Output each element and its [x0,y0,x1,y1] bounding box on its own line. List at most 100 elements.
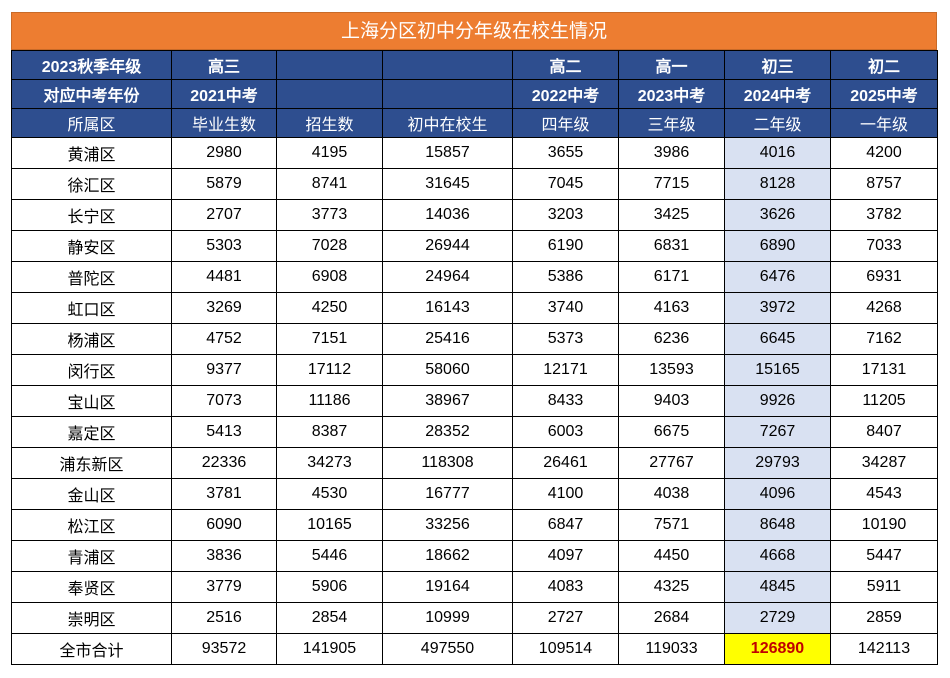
header-cell: 2024中考 [724,79,831,109]
header-cell: 高三 [171,50,277,80]
header-cell: 2023秋季年级 [11,50,172,80]
table-row: 长宁区 2707 3773 14036 3203 3425 3626 3782 [11,199,938,231]
table-cell: 7151 [276,323,383,355]
table-row: 闵行区 9377 17112 58060 12171 13593 15165 17131 [11,354,938,386]
header-cell: 二年级 [724,108,831,138]
table-cell: 9926 [724,385,831,417]
table-cell: 4100 [512,478,619,510]
table-cell: 33256 [382,509,513,541]
table-cell: 9377 [171,354,277,386]
table-cell: 118308 [382,447,513,479]
table-cell: 6645 [724,323,831,355]
table-cell: 6908 [276,261,383,293]
header-cell: 高二 [512,50,619,80]
total-cell: 109514 [512,633,619,665]
district-name: 长宁区 [11,199,172,231]
district-name: 嘉定区 [11,416,172,448]
header-row: 所属区 毕业生数 招生数 初中在校生 四年级 三年级 二年级 一年级 [11,108,938,138]
table-cell: 5446 [276,540,383,572]
table-row: 金山区 3781 4530 16777 4100 4038 4096 4543 [11,478,938,510]
header-cell: 2023中考 [618,79,725,109]
table-cell: 4200 [830,137,938,169]
table-cell: 25416 [382,323,513,355]
total-cell: 119033 [618,633,725,665]
district-name: 静安区 [11,230,172,262]
table-cell: 4038 [618,478,725,510]
header-cell: 2021中考 [171,79,277,109]
table-cell: 2727 [512,602,619,634]
table-cell: 7028 [276,230,383,262]
table-cell: 6003 [512,416,619,448]
table-cell: 10999 [382,602,513,634]
table-cell: 10190 [830,509,938,541]
table-cell: 4096 [724,478,831,510]
table-cell: 3425 [618,199,725,231]
district-name: 青浦区 [11,540,172,572]
table-cell: 17112 [276,354,383,386]
table-title: 上海分区初中分年级在校生情况 [11,12,937,50]
table-cell: 8407 [830,416,938,448]
table-cell: 8128 [724,168,831,200]
table-cell: 16143 [382,292,513,324]
table-cell: 4450 [618,540,725,572]
header-cell: 毕业生数 [171,108,277,138]
table-row: 宝山区 7073 11186 38967 8433 9403 9926 11205 [11,385,938,417]
table-cell: 6190 [512,230,619,262]
table-cell: 14036 [382,199,513,231]
table-row: 徐汇区 5879 8741 31645 7045 7715 8128 8757 [11,168,938,200]
table-cell: 7715 [618,168,725,200]
table-cell: 5413 [171,416,277,448]
table-cell: 6090 [171,509,277,541]
district-name: 奉贤区 [11,571,172,603]
total-label: 全市合计 [11,633,172,665]
header-cell [382,50,513,80]
header-cell: 初二 [830,50,938,80]
table-cell: 4083 [512,571,619,603]
district-name: 金山区 [11,478,172,510]
district-name: 黄浦区 [11,137,172,169]
table-cell: 4325 [618,571,725,603]
table-cell: 9403 [618,385,725,417]
total-cell: 93572 [171,633,277,665]
table-cell: 3740 [512,292,619,324]
table-cell: 2729 [724,602,831,634]
total-cell: 126890 [724,633,831,665]
table-cell: 5911 [830,571,938,603]
table-cell: 18662 [382,540,513,572]
header-cell [276,50,383,80]
header-cell: 四年级 [512,108,619,138]
table-cell: 6476 [724,261,831,293]
total-row: 全市合计 93572 141905 497550 109514 119033 126890 1… [11,633,938,665]
table-row: 崇明区 2516 2854 10999 2727 2684 2729 2859 [11,602,938,634]
header-cell: 招生数 [276,108,383,138]
district-name: 闵行区 [11,354,172,386]
table-cell: 2980 [171,137,277,169]
header-cell: 一年级 [830,108,938,138]
header-cell: 2025中考 [830,79,938,109]
table-cell: 34273 [276,447,383,479]
table-container: 上海分区初中分年级在校生情况 2023秋季年级 高三 高二 高一 初三 初二 对应中考年份 2… [11,12,938,665]
table-cell: 11186 [276,385,383,417]
header-cell [382,79,513,109]
table-cell: 8757 [830,168,938,200]
table-cell: 4481 [171,261,277,293]
table-cell: 6831 [618,230,725,262]
table-row: 嘉定区 5413 8387 28352 6003 6675 7267 8407 [11,416,938,448]
header-cell: 三年级 [618,108,725,138]
table-cell: 7571 [618,509,725,541]
table-row: 奉贤区 3779 5906 19164 4083 4325 4845 5911 [11,571,938,603]
table-cell: 8648 [724,509,831,541]
table-cell: 8387 [276,416,383,448]
table-cell: 7267 [724,416,831,448]
table-cell: 4543 [830,478,938,510]
table-cell: 4016 [724,137,831,169]
table-cell: 2859 [830,602,938,634]
header-cell: 初中在校生 [382,108,513,138]
table-cell: 38967 [382,385,513,417]
header-cell: 初三 [724,50,831,80]
header-cell: 2022中考 [512,79,619,109]
table-cell: 6675 [618,416,725,448]
header-cell: 所属区 [11,108,172,138]
table-cell: 5879 [171,168,277,200]
header-row: 对应中考年份 2021中考 2022中考 2023中考 2024中考 2025中考 [11,79,938,109]
